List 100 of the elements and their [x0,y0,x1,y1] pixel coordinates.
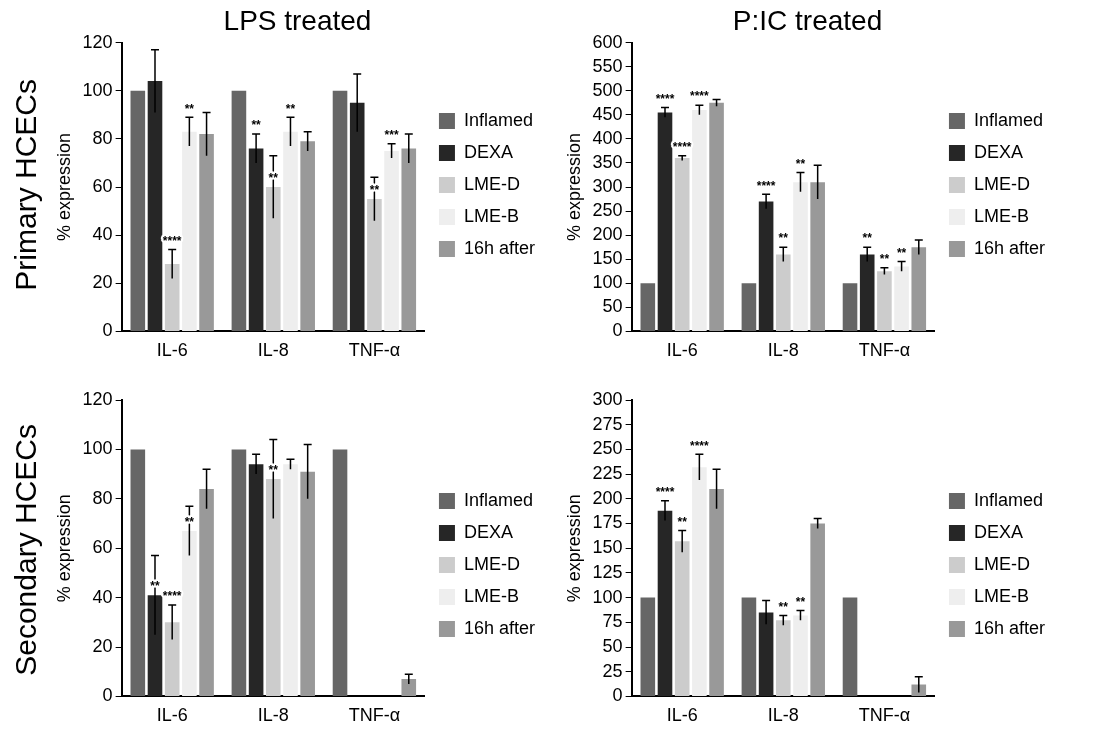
y-tick-label: 550 [592,55,623,76]
x-tick-label: TNF-α [858,340,911,361]
legend-label: Inflamed [463,109,533,130]
y-tick-label: 100 [82,79,113,100]
data-label: **** [756,178,776,193]
y-tick-label: 200 [592,224,623,245]
text: Secondary HCECs [8,424,42,676]
y-tick-label: 0 [612,320,623,341]
data-label: **** [690,89,710,104]
data-label: ** [778,599,789,614]
text: Primary HCECs [8,79,42,291]
legend-label: LME-B [463,585,519,606]
y-tick-label: 250 [592,438,623,459]
data-label: ** [862,231,873,246]
data-label: **** [690,438,710,453]
y-tick-label: 225 [592,463,623,484]
legend-label: DEXA [463,521,513,542]
y-tick-label: 400 [592,127,623,148]
chart-title: P:IC treated [732,4,883,36]
legend-label: LME-B [973,205,1029,226]
data-label: *** [384,127,399,142]
y-axis-title: % expression [563,494,584,603]
y-tick-label: 20 [92,635,113,656]
y-axis-title: % expression [53,132,74,242]
y-tick-label: 120 [82,388,113,409]
y-tick-label: 300 [592,388,623,409]
data-label: **** [162,589,182,604]
data-label: ** [778,231,789,246]
y-axis-title: % expression [563,132,584,242]
x-tick-label: TNF-α [858,705,911,726]
legend-label: DEXA [463,141,513,162]
y-tick-label: 20 [92,272,113,293]
x-tick-label: IL-8 [767,705,799,726]
legend-label: LME-D [973,553,1030,574]
y-tick-label: 75 [602,611,623,632]
x-tick-label: TNF-α [348,340,401,361]
x-tick-label: TNF-α [348,705,401,726]
x-tick-label: IL-8 [257,340,289,361]
y-tick-label: 60 [92,175,113,196]
y-tick-label: 0 [102,320,113,341]
y-tick-label: 25 [602,660,623,681]
y-tick-label: 100 [592,586,623,607]
y-tick-label: 120 [82,31,113,52]
y-tick-label: 100 [592,272,623,293]
data-label: ** [285,101,296,116]
y-tick-label: 275 [592,413,623,434]
x-tick-label: IL-6 [666,340,698,361]
data-label: ** [184,101,195,116]
legend-label: Inflamed [973,109,1043,130]
y-tick-label: 40 [92,586,113,607]
legend-label: DEXA [973,521,1023,542]
y-tick-label: 175 [592,512,623,533]
y-tick-label: 80 [92,127,113,148]
data-label: **** [162,233,182,248]
x-tick-label: IL-8 [257,705,289,726]
data-label: **** [672,140,692,155]
x-tick-label: IL-6 [666,705,698,726]
data-label: ** [795,594,806,609]
legend-label: 16h after [973,617,1046,638]
legend-label: Inflamed [463,489,533,510]
y-axis-title: % expression [53,494,74,603]
legend-label: LME-D [463,173,520,194]
y-tick-label: 50 [602,635,623,656]
legend-label: LME-B [973,585,1029,606]
legend-label: LME-D [973,173,1030,194]
y-tick-label: 60 [92,537,113,558]
x-tick-label: IL-6 [156,705,188,726]
y-tick-label: 80 [92,487,113,508]
y-tick-label: 150 [592,248,623,269]
y-tick-label: 300 [592,175,623,196]
x-tick-label: IL-6 [156,340,188,361]
legend-label: LME-B [463,205,519,226]
data-label: **** [655,485,675,500]
data-label: ** [896,245,907,260]
legend-label: Inflamed [973,489,1043,510]
chart-title: LPS treated [223,4,372,36]
data-label: ** [150,579,160,594]
y-tick-label: 125 [592,561,623,582]
y-tick-label: 600 [592,31,623,52]
data-label: ** [251,118,262,133]
y-tick-label: 40 [92,224,113,245]
y-tick-label: 150 [592,537,623,558]
y-tick-label: 50 [602,296,623,317]
y-tick-label: 500 [592,79,623,100]
y-tick-label: 100 [82,438,113,459]
legend-label: 16h after [463,237,536,258]
y-tick-label: 0 [102,685,113,706]
y-tick-label: 200 [592,487,623,508]
legend-label: DEXA [973,141,1023,162]
y-tick-label: 250 [592,200,623,221]
x-tick-label: IL-8 [767,340,799,361]
y-tick-label: 350 [592,151,623,172]
y-tick-label: 0 [612,685,623,706]
legend-label: 16h after [973,237,1046,258]
data-label: ** [795,156,806,171]
legend-label: LME-D [463,553,520,574]
data-label: ** [879,252,890,267]
data-label: **** [655,91,675,106]
y-tick-label: 450 [592,103,623,124]
legend-label: 16h after [463,617,536,638]
